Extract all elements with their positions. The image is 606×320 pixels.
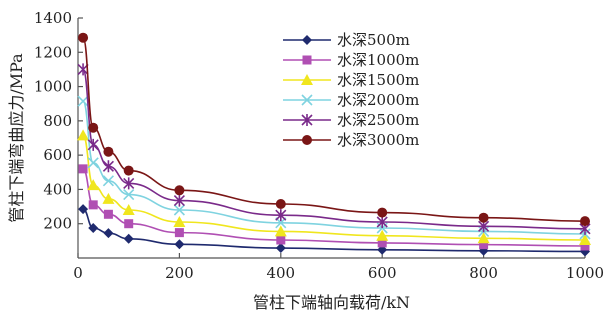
y-tick-label: 1200 bbox=[34, 43, 72, 61]
data-point bbox=[274, 225, 287, 237]
y-tick-label: 1400 bbox=[34, 9, 72, 27]
legend-marker bbox=[302, 55, 312, 65]
data-point bbox=[377, 238, 387, 248]
legend-marker bbox=[302, 135, 312, 145]
data-point bbox=[580, 241, 590, 251]
data-point bbox=[103, 209, 113, 219]
series-3 bbox=[77, 129, 591, 245]
data-point bbox=[174, 239, 185, 250]
data-point bbox=[102, 192, 115, 204]
series-5 bbox=[77, 63, 591, 235]
legend-item: 水深1000m bbox=[283, 51, 419, 69]
legend-label: 水深2500m bbox=[337, 111, 419, 129]
data-point bbox=[376, 216, 388, 228]
data-point bbox=[102, 160, 114, 173]
series-line bbox=[82, 168, 586, 247]
data-point bbox=[122, 204, 135, 215]
series-line bbox=[82, 134, 586, 241]
legend-label: 水深1000m bbox=[337, 51, 419, 69]
series-line bbox=[82, 36, 586, 222]
data-point bbox=[478, 212, 489, 223]
data-point bbox=[123, 165, 134, 176]
data-point bbox=[87, 179, 100, 191]
x-tick-label: 200 bbox=[165, 264, 194, 282]
legend-item: 水深2000m bbox=[283, 91, 419, 109]
data-point bbox=[77, 95, 89, 107]
legend-marker bbox=[301, 114, 313, 126]
data-point bbox=[376, 229, 389, 241]
legend-marker bbox=[302, 35, 312, 45]
data-point bbox=[173, 194, 185, 207]
legend-item: 水深500m bbox=[283, 31, 410, 49]
y-tick-label: 200 bbox=[43, 215, 72, 233]
data-point bbox=[78, 204, 89, 215]
legend-item: 水深3000m bbox=[283, 131, 419, 149]
legend-item: 水深1500m bbox=[283, 71, 419, 89]
series-line bbox=[82, 100, 586, 235]
data-point bbox=[173, 204, 185, 216]
y-tick-label: 600 bbox=[43, 146, 72, 164]
data-point bbox=[477, 232, 490, 244]
data-point bbox=[88, 223, 99, 233]
data-point bbox=[102, 175, 114, 187]
legend-label: 水深2000m bbox=[337, 91, 419, 109]
y-tick-label: 400 bbox=[43, 180, 72, 198]
y-tick-label: 800 bbox=[43, 112, 72, 130]
series-2 bbox=[78, 164, 590, 251]
series-layer bbox=[77, 32, 591, 257]
series-line bbox=[82, 68, 586, 230]
data-point bbox=[124, 219, 134, 229]
data-point bbox=[580, 216, 590, 227]
data-point bbox=[103, 146, 114, 157]
data-point bbox=[579, 234, 591, 245]
legend: 水深500m 水深1000m 水深1500m 水深2000m 水深2500m 水深3000… bbox=[283, 31, 419, 149]
legend-label: 水深500m bbox=[337, 31, 410, 49]
data-point bbox=[275, 243, 286, 254]
x-tick-label: 1000 bbox=[566, 264, 604, 282]
data-point bbox=[275, 199, 286, 209]
axes bbox=[77, 18, 585, 259]
data-point bbox=[88, 200, 98, 210]
data-point bbox=[173, 216, 186, 227]
legend-item: 水深2500m bbox=[283, 111, 419, 129]
data-point bbox=[275, 209, 287, 222]
data-point bbox=[78, 164, 88, 174]
data-point bbox=[276, 235, 286, 245]
data-point bbox=[174, 185, 185, 196]
series-4 bbox=[77, 95, 591, 240]
x-axis-ticks: 0 200 400 600 800 1000 bbox=[73, 253, 604, 282]
data-point bbox=[87, 157, 99, 169]
y-axis-title: 管柱下端弯曲应力/MPa bbox=[7, 53, 26, 223]
x-tick-label: 400 bbox=[266, 264, 295, 282]
y-axis-ticks: 200 400 600 800 1000 1200 1400 bbox=[34, 9, 83, 233]
legend-label: 水深1500m bbox=[337, 71, 419, 89]
x-axis-title: 管柱下端轴向载荷/kN bbox=[253, 293, 410, 312]
series-line bbox=[82, 208, 586, 253]
data-point bbox=[123, 189, 135, 201]
series-1 bbox=[78, 204, 590, 257]
data-point bbox=[123, 177, 135, 190]
data-point bbox=[78, 32, 89, 43]
series-6 bbox=[78, 32, 590, 227]
data-point bbox=[77, 129, 90, 141]
data-point bbox=[174, 228, 184, 238]
x-tick-label: 0 bbox=[73, 264, 83, 282]
y-tick-label: 1000 bbox=[34, 78, 72, 96]
legend-marker bbox=[301, 74, 313, 85]
data-point bbox=[123, 233, 134, 244]
data-point bbox=[103, 228, 114, 239]
data-point bbox=[88, 122, 99, 133]
data-point bbox=[377, 207, 388, 218]
legend-label: 水深3000m bbox=[337, 131, 419, 149]
data-point bbox=[87, 138, 99, 151]
x-tick-label: 600 bbox=[368, 264, 397, 282]
legend-marker bbox=[301, 94, 313, 106]
x-tick-label: 800 bbox=[469, 264, 498, 282]
data-point bbox=[479, 240, 489, 250]
